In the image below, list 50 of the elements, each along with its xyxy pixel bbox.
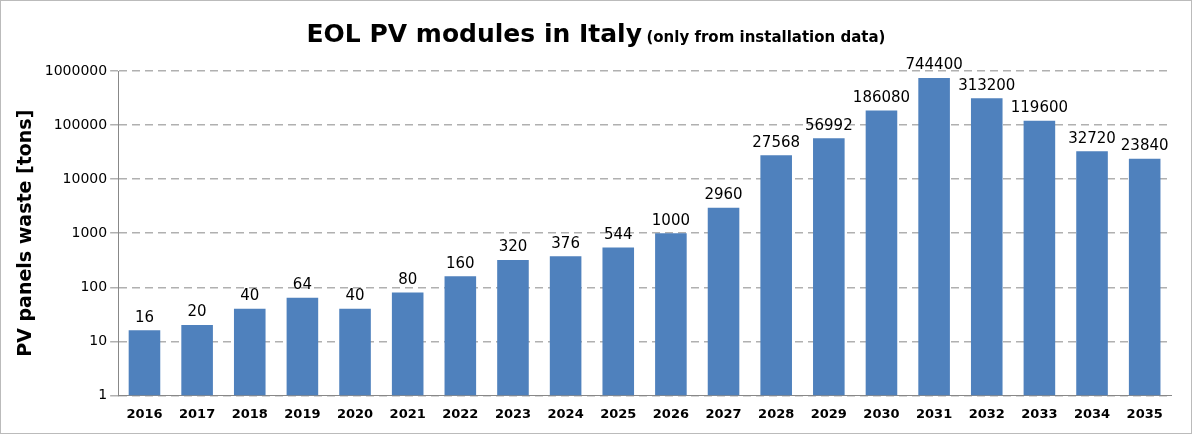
y-tick-label: 10 — [89, 331, 108, 348]
data-label: 32720 — [1068, 128, 1116, 147]
data-label: 23840 — [1120, 136, 1169, 155]
x-tick-label: 2029 — [810, 405, 847, 421]
x-tick-label: 2022 — [442, 405, 479, 421]
x-tick-label: 2020 — [336, 405, 374, 421]
y-tick-label: 1 — [98, 386, 108, 403]
data-label: 313200 — [958, 75, 1016, 94]
data-label: 64 — [292, 275, 312, 294]
x-tick-label: 2023 — [494, 405, 532, 421]
data-label: 56992 — [804, 115, 853, 134]
x-tick-label: 2025 — [600, 405, 637, 421]
data-label: 544 — [603, 224, 633, 243]
x-tick-label: 2021 — [389, 405, 426, 421]
x-tick-label: 2018 — [231, 405, 268, 421]
data-label: 80 — [398, 269, 418, 288]
x-tick-label: 2031 — [916, 405, 953, 421]
x-tick-label: 2016 — [126, 405, 163, 421]
chart-title: EOL PV modules in Italy — [306, 19, 642, 48]
data-label: 744400 — [905, 55, 963, 74]
x-tick-label: 2035 — [1126, 405, 1163, 421]
data-label: 320 — [498, 237, 528, 256]
x-tick-label: 2017 — [179, 405, 216, 421]
x-tick-label: 2034 — [1073, 405, 1111, 421]
data-label: 27568 — [752, 132, 801, 151]
data-label: 2960 — [704, 185, 743, 204]
x-tick-label: 2032 — [968, 405, 1005, 421]
data-label: 160 — [446, 253, 475, 272]
y-tick-label: 1000000 — [44, 61, 108, 78]
data-label: 186080 — [852, 87, 911, 106]
data-label: 376 — [551, 233, 580, 252]
x-tick-label: 2030 — [863, 405, 900, 421]
x-tick-label: 2024 — [547, 405, 584, 421]
data-label: 119600 — [1010, 98, 1069, 117]
y-tick-label: 1000 — [71, 223, 108, 240]
y-tick-label: 10000 — [62, 169, 108, 186]
x-tick-label: 2028 — [758, 405, 795, 421]
data-label: 20 — [187, 302, 207, 321]
x-tick-label: 2019 — [284, 405, 321, 421]
y-tick-label: 100 — [80, 277, 108, 294]
x-tick-label: 2027 — [705, 405, 742, 421]
data-label: 40 — [345, 286, 365, 305]
data-label: 1000 — [651, 210, 690, 229]
chart-subtitle: (only from installation data) — [646, 28, 886, 46]
y-tick-label: 100000 — [53, 115, 108, 132]
data-label: 40 — [240, 286, 260, 305]
x-tick-label: 2026 — [652, 405, 689, 421]
data-label: 16 — [134, 307, 155, 326]
x-tick-label: 2033 — [1021, 405, 1058, 421]
y-axis-title: PV panels waste [tons] — [13, 109, 36, 357]
